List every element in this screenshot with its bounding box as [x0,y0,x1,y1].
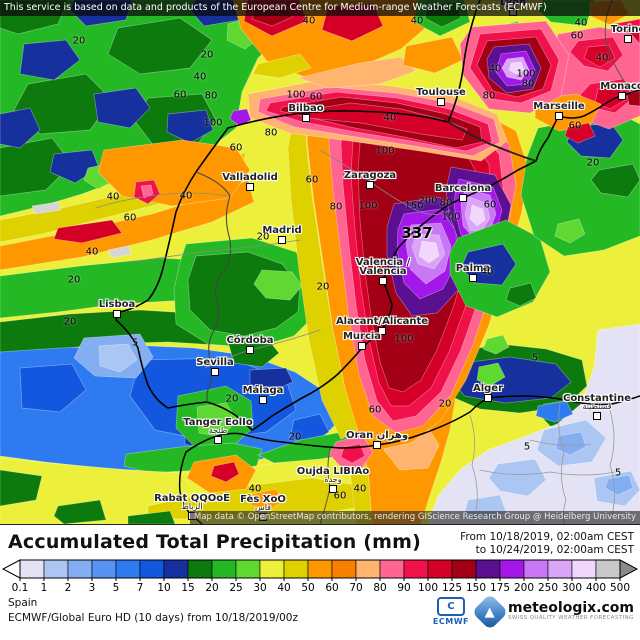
scale-tick-label: 150 [466,582,486,594]
scale-segment [595,559,621,579]
scale-segment [139,559,165,579]
ecmwf-logo[interactable]: C ECMWF [433,597,469,626]
scale-segment [523,559,549,579]
model-info: Spain ECMWF/Global Euro HD (10 days) fro… [8,596,298,626]
scale-tick-label: 10 [157,582,170,594]
scale-below-arrow [1,559,21,579]
scale-tick-label: 70 [349,582,362,594]
scale-segment [283,559,309,579]
brand-tagline: SWISS QUALITY WEATHER FORECASTING [508,615,634,621]
service-notice-bar: This service is based on data and produc… [0,0,640,16]
scale-tick-label: 40 [277,582,290,594]
forecast-period: From 10/18/2019, 02:00am CEST to 10/24/2… [460,531,634,556]
scale-segment [427,559,453,579]
scale-segment [235,559,261,579]
brand-name: meteologix.com [508,600,634,616]
scale-segment [571,559,597,579]
period-to: to 10/24/2019, 02:00am CEST [475,543,634,556]
legend-panel: Accumulated Total Precipitation (mm) Fro… [0,525,640,640]
scale-segment [211,559,237,579]
scale-tick-label: 200 [514,582,534,594]
scale-tick-label: 50 [301,582,314,594]
scale-tick-label: 15 [181,582,194,594]
scale-segment [19,559,45,579]
scale-tick-label: 500 [610,582,630,594]
map-attribution: Map data © OpenStreetMap contributors, r… [190,511,640,524]
service-notice-text: This service is based on data and produc… [4,2,547,13]
scale-segment [307,559,333,579]
scale-tick-label: 20 [205,582,218,594]
scale-tick-label: 7 [137,582,144,594]
scale-tick-label: 125 [442,582,462,594]
scale-tick-label: 0.1 [12,582,29,594]
scale-segment [547,559,573,579]
scale-segment [43,559,69,579]
scale-segment [115,559,141,579]
scale-tick-label: 300 [562,582,582,594]
meteologix-logo[interactable]: ▲ meteologix.com SWISS QUALITY WEATHER F… [471,593,634,630]
mountain-icon: ▲ [471,593,509,630]
legend-title: Accumulated Total Precipitation (mm) [8,531,422,553]
scale-segment [259,559,285,579]
scale-segment [67,559,93,579]
scale-tick-label: 400 [586,582,606,594]
scale-segment [163,559,189,579]
scale-tick-label: 5 [113,582,120,594]
scale-tick-label: 3 [89,582,96,594]
color-scale-bar: 0.1 1 2 3 5 7 10 15 20 25 30 40 50 60 70 80 90 100 125 150 1… [1,559,639,594]
scale-segment [475,559,501,579]
scale-segment [499,559,525,579]
scale-segment [91,559,117,579]
logos: C ECMWF ▲ meteologix.com SWISS QUALITY W… [433,593,634,630]
scale-segment [331,559,357,579]
scale-tick-label: 175 [490,582,510,594]
precipitation-map[interactable]: LyonToulouseTorinoMonacoMarseilleBilbaoV… [0,0,640,525]
scale-segment [379,559,405,579]
ecmwf-logo-text: ECMWF [432,617,470,626]
scale-tick-label: 80 [373,582,386,594]
attribution-text: Map data © OpenStreetMap contributors, r… [194,512,636,522]
scale-tick-label: 60 [325,582,338,594]
ecmwf-logo-icon: C [436,597,465,616]
scale-tick-label: 25 [229,582,242,594]
scale-tick-label: 100 [418,582,438,594]
scale-segment [451,559,477,579]
scale-tick-label: 2 [65,582,72,594]
model-run-label: ECMWF/Global Euro HD (10 days) from 10/1… [8,612,298,624]
period-from: From 10/18/2019, 02:00am CEST [460,531,634,543]
map-canvas [0,0,640,524]
scale-tick-label: 90 [397,582,410,594]
scale-tick-label: 30 [253,582,266,594]
scale-tick-label: 250 [538,582,558,594]
scale-segment [403,559,429,579]
scale-tick-label: 1 [41,582,48,594]
scale-segment [187,559,213,579]
scale-above-arrow [619,559,639,579]
scale-segment [355,559,381,579]
region-label: Spain [8,597,38,609]
